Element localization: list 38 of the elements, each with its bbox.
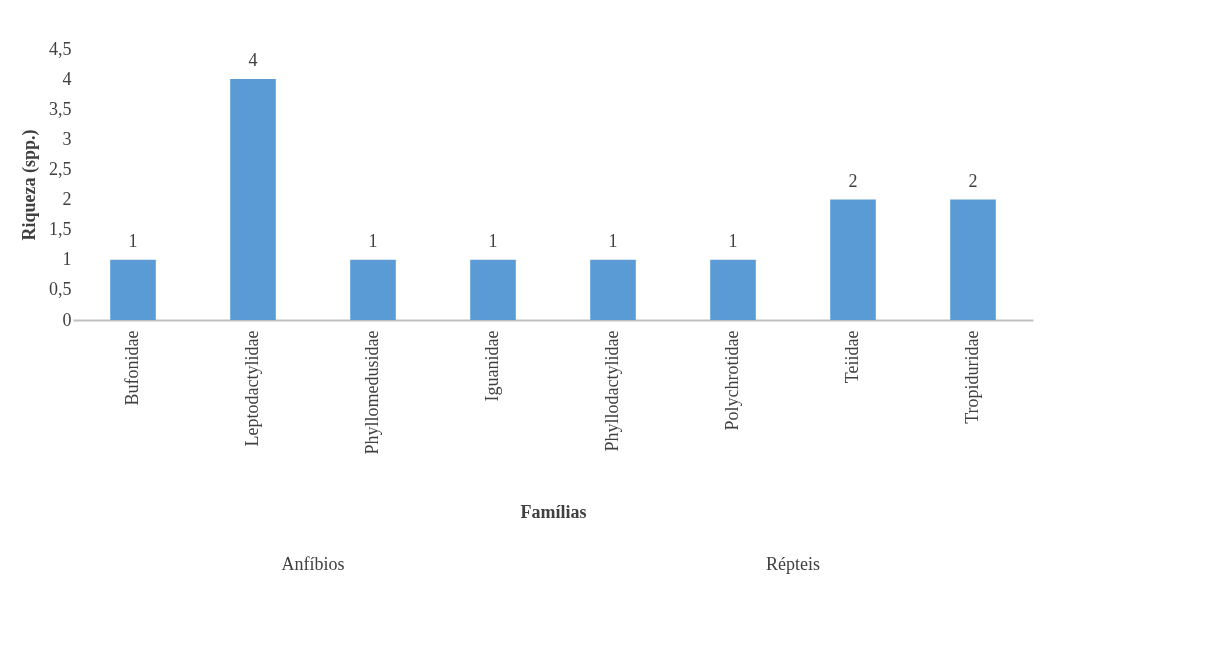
y-axis-title: Riqueza (spp.) [19, 129, 40, 241]
bar [590, 259, 636, 320]
x-tick-label: Phyllomedusidae [362, 330, 382, 455]
y-tick-label: 4 [62, 68, 72, 89]
y-tick-label: 4,5 [49, 38, 72, 59]
data-label: 1 [488, 230, 498, 251]
x-tick-label: Leptodactylidae [242, 330, 262, 447]
y-tick-label: 1 [62, 249, 72, 270]
bar [350, 259, 396, 320]
y-tick-label: 3 [62, 128, 72, 149]
data-label: 1 [728, 230, 738, 251]
bar [230, 79, 276, 320]
bar [470, 259, 516, 320]
y-tick-label: 0,5 [49, 279, 72, 300]
x-tick-label: Iguanidae [482, 330, 502, 402]
y-tick-label: 0 [62, 309, 72, 330]
data-label: 2 [968, 170, 978, 191]
y-tick-label: 1,5 [49, 219, 72, 240]
text: Répteis [766, 554, 820, 574]
bar [710, 259, 756, 320]
text: Anfíbios [281, 554, 345, 574]
bar [830, 199, 876, 320]
data-label: 2 [848, 170, 858, 191]
x-tick-label: Phyllodactylidae [602, 330, 622, 452]
x-axis-title: Famílias [520, 502, 587, 523]
data-label: 4 [248, 50, 258, 71]
y-tick-label: 2,5 [49, 158, 72, 179]
bar [950, 199, 996, 320]
bar [110, 259, 156, 320]
x-tick-label: Tropiduridae [962, 330, 982, 424]
y-tick-label: 2 [62, 189, 72, 210]
y-tick-label: 3,5 [49, 98, 72, 119]
data-label: 1 [368, 230, 378, 251]
data-label: 1 [608, 230, 618, 251]
x-tick-label: Teiidae [842, 330, 862, 384]
x-tick-label: Polychrotidae [722, 330, 742, 431]
data-label: 1 [128, 230, 138, 251]
x-tick-label: Bufonidae [122, 330, 142, 406]
